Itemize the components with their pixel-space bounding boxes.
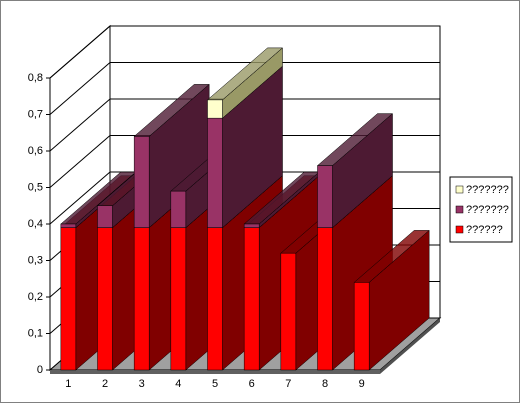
legend-swatch xyxy=(455,205,464,214)
bar xyxy=(60,227,77,371)
grid-line xyxy=(49,135,111,188)
bar xyxy=(243,223,260,228)
bar xyxy=(97,227,113,371)
y-tick-label: 0 xyxy=(37,364,43,376)
bar xyxy=(317,227,333,371)
legend-label: ?????? xyxy=(466,224,503,236)
bar xyxy=(353,282,370,371)
floor-edge xyxy=(50,370,380,374)
bar xyxy=(97,205,113,228)
x-tick-label: 8 xyxy=(322,378,328,390)
grid-line xyxy=(49,171,111,225)
x-tick-label: 2 xyxy=(102,378,108,390)
y-tick-label: 0,1 xyxy=(28,327,43,339)
grid-line xyxy=(49,25,111,79)
y-tick-label: 0,3 xyxy=(28,254,43,266)
y-tick-label: 0,5 xyxy=(28,181,43,193)
grid-line xyxy=(49,62,111,115)
y-tick-label: 0,6 xyxy=(28,145,43,157)
bar xyxy=(317,165,333,228)
x-tick-label: 1 xyxy=(65,378,71,390)
bar xyxy=(170,190,187,228)
y-tick-label: 0,8 xyxy=(28,72,43,84)
x-tick-label: 9 xyxy=(359,378,365,390)
legend-swatch xyxy=(455,185,464,194)
y-tick-label: 0,2 xyxy=(28,291,43,303)
x-tick-label: 7 xyxy=(285,378,291,390)
legend-label: ??????? xyxy=(466,184,509,196)
x-tick-label: 5 xyxy=(212,378,218,390)
legend-entries: ???????????????????? xyxy=(455,184,509,236)
bar xyxy=(60,223,77,228)
floor-edge xyxy=(380,318,440,374)
bar xyxy=(133,227,150,371)
x-tick-label: 6 xyxy=(249,378,255,390)
x-tick-label: 4 xyxy=(175,378,181,390)
x-tick-label: 3 xyxy=(139,378,145,390)
y-tick-label: 0,4 xyxy=(28,218,43,230)
legend-label: ??????? xyxy=(466,204,509,216)
bar xyxy=(133,136,150,228)
bar xyxy=(243,227,260,371)
bars xyxy=(60,47,430,371)
y-tick-label: 0,7 xyxy=(28,108,43,120)
bar xyxy=(170,227,187,371)
grid-line xyxy=(49,98,111,152)
bar xyxy=(207,117,223,228)
bar xyxy=(207,227,223,371)
bar xyxy=(280,252,297,371)
bar xyxy=(207,99,223,119)
legend-swatch xyxy=(455,225,464,234)
